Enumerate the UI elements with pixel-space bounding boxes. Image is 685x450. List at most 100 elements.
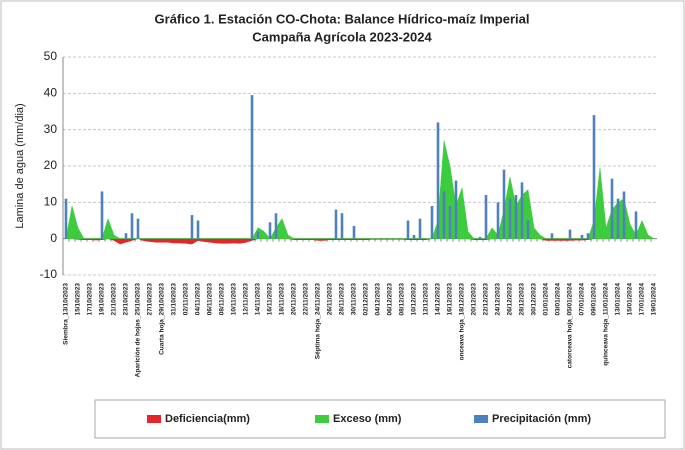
x-tick-label: 07/01/2024 [579, 283, 586, 316]
bar [124, 233, 128, 239]
x-tick-label: 12/12/2023 [423, 283, 430, 316]
y-tick-label: 10 [44, 195, 58, 209]
bar [496, 202, 500, 239]
legend-swatch [474, 415, 488, 423]
legend-label: Exceso (mm) [333, 413, 402, 425]
x-tick-label: 19/10/2023 [99, 283, 106, 316]
bar [520, 182, 524, 239]
x-tick-label: Séptima hoja_24/11/2023 [315, 283, 322, 360]
x-tick-label: quinceava hoja_11/01/2024 [603, 283, 610, 366]
y-tick-label: 0 [50, 231, 57, 245]
bar [436, 122, 440, 239]
x-tick-label: Cuarta hoja_29/10/2023 [159, 283, 166, 355]
bar [592, 115, 596, 239]
x-tick-label: 12/11/2023 [243, 283, 250, 316]
x-tick-label: 24/12/2023 [495, 283, 502, 316]
bar [580, 235, 584, 239]
x-tick-label: 14/11/2023 [255, 283, 262, 316]
bar [610, 178, 614, 239]
legend-label: Precipitación (mm) [492, 413, 591, 425]
x-tick-label: 14/12/2023 [435, 283, 442, 316]
bar [256, 231, 260, 239]
bar [130, 213, 134, 239]
bar [274, 213, 278, 239]
x-tick-label: 10/12/2023 [411, 283, 418, 316]
bar [442, 191, 446, 239]
x-tick-label: 27/10/2023 [147, 283, 154, 316]
x-tick-label: 28/11/2023 [339, 283, 346, 316]
area [65, 140, 655, 240]
x-tick-label: 10/11/2023 [231, 283, 238, 316]
bar [352, 225, 356, 239]
bar [430, 205, 434, 239]
bar [502, 169, 506, 239]
x-tick-label: 19/01/2024 [651, 283, 658, 316]
bar [454, 180, 458, 239]
x-tick-label: 30/11/2023 [351, 283, 358, 316]
bar [550, 233, 554, 239]
bar [340, 213, 344, 239]
x-tick-label: 04/12/2023 [375, 283, 382, 316]
x-tick-label: 21/10/2023 [111, 283, 118, 316]
bar [484, 195, 488, 239]
x-tick-label: 15/01/2024 [627, 283, 634, 316]
x-tick-label: catorceava hoja_05/01/2024 [567, 283, 574, 369]
bar [514, 195, 518, 239]
x-tick-label: 22/11/2023 [303, 283, 310, 316]
x-tick-label: 02/12/2023 [363, 283, 370, 316]
bar [418, 218, 422, 239]
bar [196, 220, 200, 239]
x-tick-label: 16/12/2023 [447, 283, 454, 316]
x-tick-label: Aparición de hojas_25/10/2023 [135, 283, 142, 378]
x-tick-label: 28/12/2023 [519, 283, 526, 316]
bar [190, 215, 194, 239]
y-tick-label: 30 [44, 122, 58, 136]
x-tick-label: 31/10/2023 [171, 283, 178, 316]
bar [268, 222, 272, 239]
area [66, 238, 654, 245]
x-tick-label: 18/11/2023 [279, 283, 286, 316]
x-tick-label: 09/01/2024 [591, 283, 598, 316]
y-tick-label: 40 [44, 86, 58, 100]
x-tick-label: 08/12/2023 [399, 283, 406, 316]
x-tick-label: 03/01/2024 [555, 283, 562, 316]
x-tick-label: 04/11/2023 [195, 283, 202, 316]
chart-title: Gráfico 1. Estación CO-Chota: Balance Hí… [155, 11, 530, 26]
x-tick-label: 08/11/2023 [219, 283, 226, 316]
chart-subtitle: Campaña Agrícola 2023-2024 [252, 29, 432, 44]
bar [250, 95, 254, 239]
bar [64, 198, 68, 239]
x-tick-label: 30/12/2023 [531, 283, 538, 316]
y-tick-label: 50 [44, 49, 58, 63]
legend-swatch [147, 415, 161, 423]
x-tick-label: 23/10/2023 [123, 283, 130, 316]
x-tick-label: 13/01/2024 [615, 283, 622, 316]
legend-label: Deficiencia(mm) [165, 413, 250, 425]
bar [526, 220, 530, 239]
y-tick-label: 20 [44, 158, 58, 172]
bar [586, 233, 590, 239]
bar [622, 191, 626, 239]
x-tick-label: 17/10/2023 [87, 283, 94, 316]
y-axis-label: Lamina de agua (mm/dia) [14, 103, 26, 228]
x-tick-label: 26/12/2023 [507, 283, 514, 316]
x-tick-label: 20/12/2023 [471, 283, 478, 316]
x-tick-label: 02/11/2023 [183, 283, 190, 316]
bar [334, 209, 338, 239]
bar [448, 205, 452, 239]
x-tick-label: 16/11/2023 [267, 283, 274, 316]
x-tick-label: onceava hoja_18/12/2023 [459, 283, 466, 361]
bar [136, 218, 140, 239]
bar [406, 220, 410, 239]
x-tick-label: 06/12/2023 [387, 283, 394, 316]
y-tick-label: -10 [40, 267, 58, 281]
x-tick-label: 15/10/2023 [75, 283, 82, 316]
bar [508, 198, 512, 239]
bar [616, 198, 620, 239]
x-tick-label: 17/01/2024 [639, 283, 646, 316]
x-tick-label: Siembra_13/10/2023 [63, 283, 70, 345]
x-tick-label: 22/12/2023 [483, 283, 490, 316]
legend-box [94, 399, 666, 439]
